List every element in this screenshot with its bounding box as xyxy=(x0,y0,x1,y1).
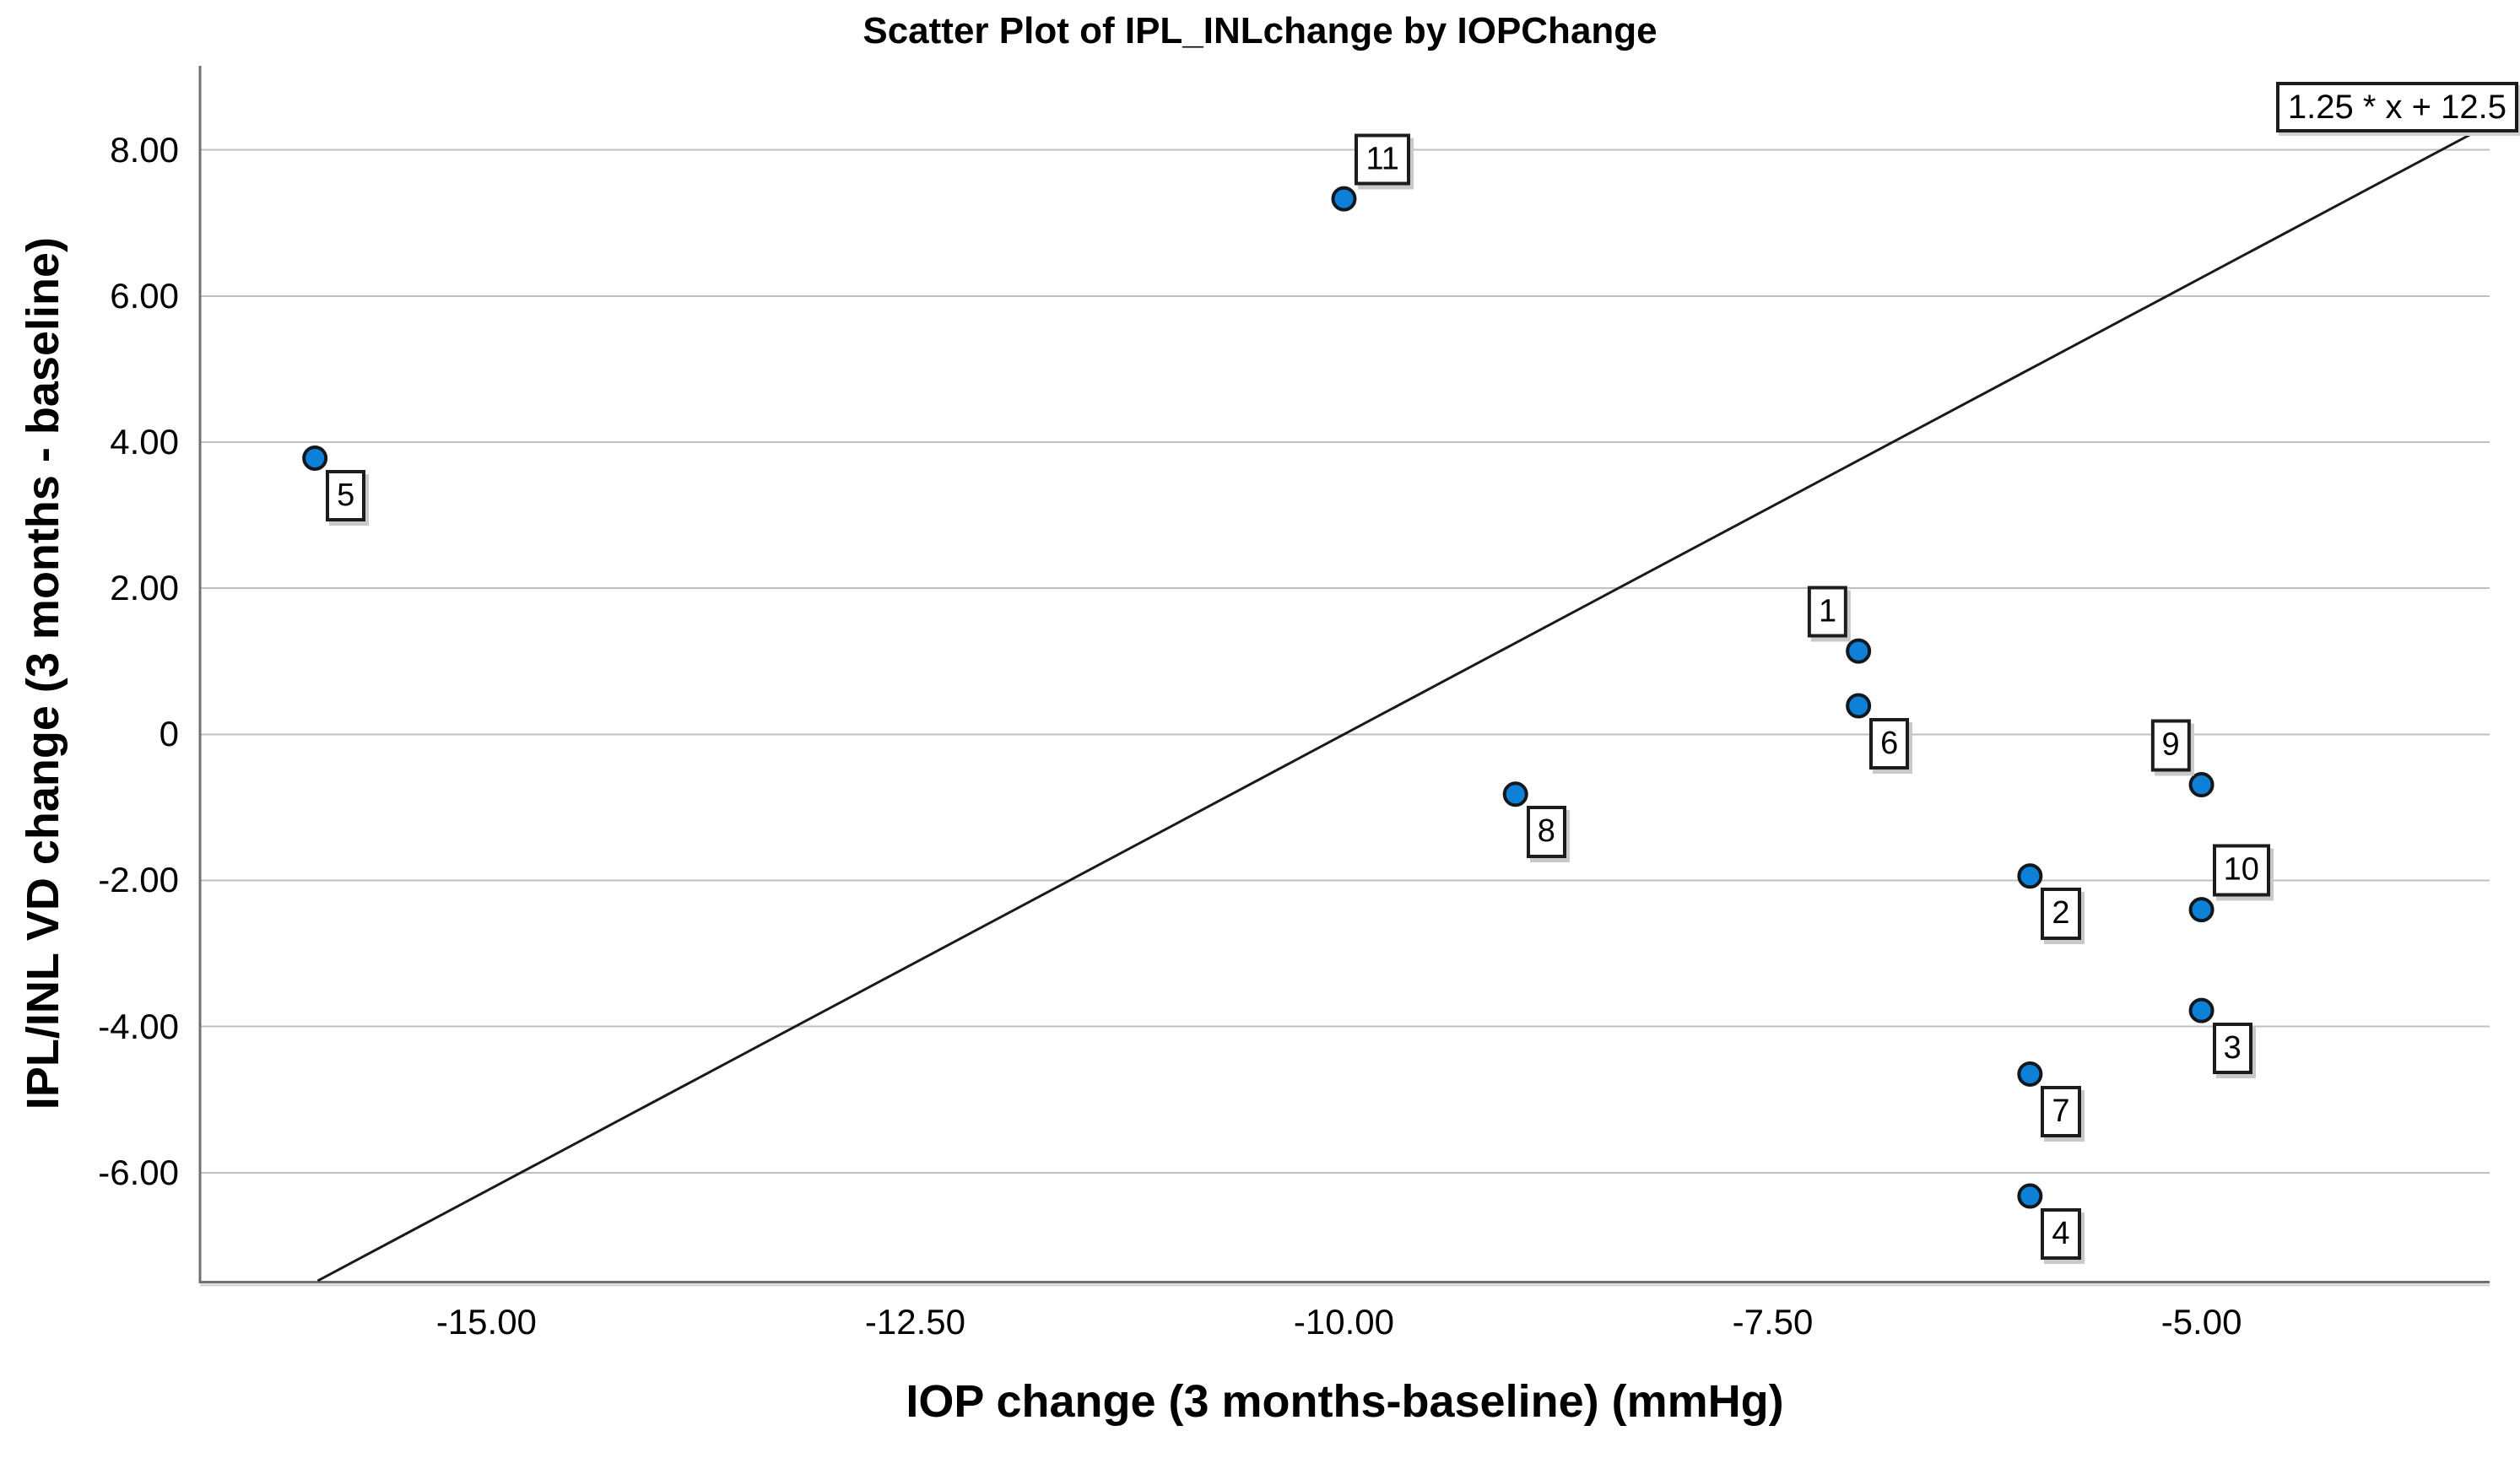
data-point-8 xyxy=(1502,781,1528,807)
point-label-10: 10 xyxy=(2212,844,2270,897)
point-label-8: 8 xyxy=(1526,806,1566,858)
x-tick-label--5.00: -5.00 xyxy=(2160,1302,2242,1342)
point-label-7: 7 xyxy=(2041,1085,2081,1138)
fit-line xyxy=(316,122,2490,1282)
y-tick-label-8.00: 8.00 xyxy=(110,129,179,170)
y-tick-label-0: 0 xyxy=(159,714,179,754)
data-point-6 xyxy=(1846,693,1872,719)
point-label-6: 6 xyxy=(1869,717,1910,770)
x-tick-label--10.00: -10.00 xyxy=(1293,1302,1395,1342)
data-point-5 xyxy=(302,445,328,471)
point-label-3: 3 xyxy=(2212,1022,2252,1075)
data-point-3 xyxy=(2188,997,2214,1023)
point-label-2: 2 xyxy=(2041,888,2081,940)
data-point-1 xyxy=(1846,638,1872,664)
data-point-11 xyxy=(1331,186,1357,212)
x-axis-title: IOP change (3 months-baseline) (mmHg) xyxy=(906,1376,1784,1427)
y-tick-label-2.00: 2.00 xyxy=(110,568,179,608)
point-label-4: 4 xyxy=(2041,1207,2081,1261)
point-label-1: 1 xyxy=(1808,586,1848,638)
x-tick-label--12.50: -12.50 xyxy=(864,1302,965,1342)
data-point-7 xyxy=(2017,1061,2043,1087)
chart-title: Scatter Plot of IPL_INLchange by IOPChan… xyxy=(863,10,1657,51)
y-tick-label-6.00: 6.00 xyxy=(110,275,179,316)
fit-line-equation-label: 1.25 * x + 12.5 xyxy=(2275,82,2518,132)
y-tick-label--4.00: -4.00 xyxy=(98,1006,179,1046)
y-tick-label--6.00: -6.00 xyxy=(98,1152,179,1192)
data-point-9 xyxy=(2188,772,2214,798)
y-tick-label--2.00: -2.00 xyxy=(98,860,179,900)
point-label-9: 9 xyxy=(2150,719,2191,772)
data-point-4 xyxy=(2017,1183,2043,1209)
x-tick-label--7.50: -7.50 xyxy=(1732,1302,1814,1342)
data-point-10 xyxy=(2188,897,2214,923)
y-tick-label-4.00: 4.00 xyxy=(110,421,179,462)
x-tick-label--15.00: -15.00 xyxy=(435,1302,537,1342)
data-point-2 xyxy=(2017,863,2043,889)
point-label-5: 5 xyxy=(326,469,366,522)
point-label-11: 11 xyxy=(1355,133,1410,186)
